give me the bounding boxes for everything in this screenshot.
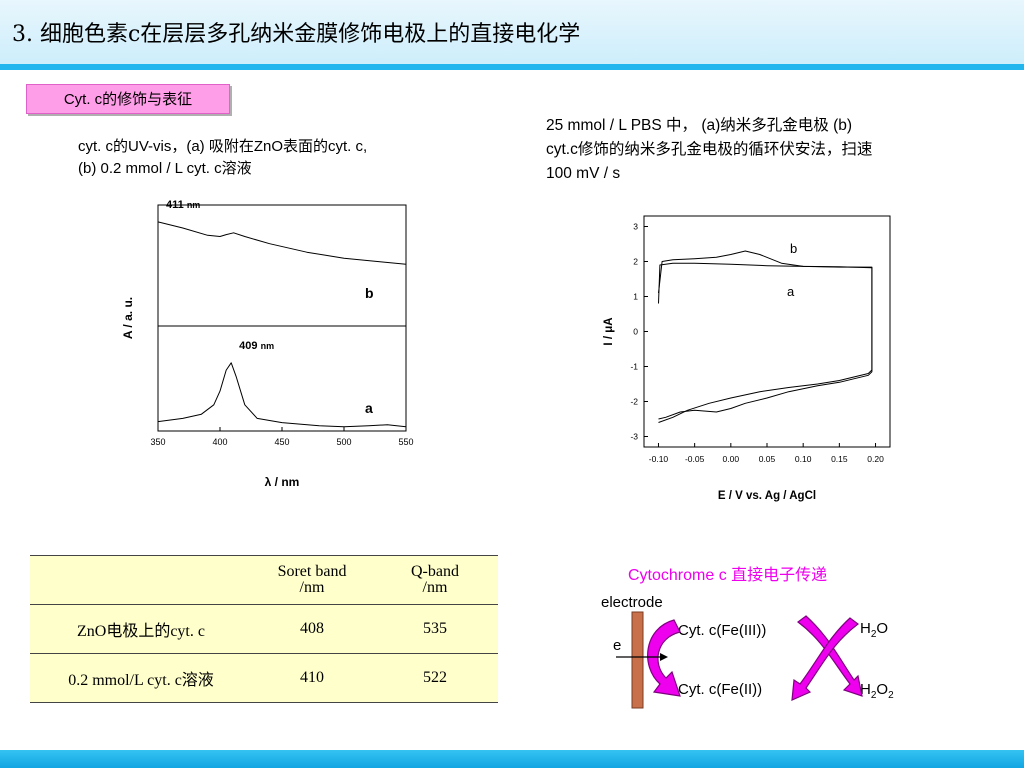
electron-transfer-diagram [616,611,863,709]
uv-series-b [157,221,407,265]
uv-peak-label-b: 411 nm [166,199,200,211]
cv-x-tick-label: -0.10 [649,454,669,464]
cv-y-tick-label: -3 [630,432,638,442]
uv-series-label-b: b [365,285,374,301]
uv-series-label-a: a [365,400,373,416]
uv-plot-frame [157,204,407,432]
uv-caption-line2: (b) 0.2 mmol / L cyt. c溶液 [78,160,252,177]
table-cell-soret: 410 [252,653,372,703]
cv-series-label-a: a [787,284,795,299]
uv-x-tick-label: 400 [212,437,227,447]
h2o2-label: H2O2 [860,681,894,701]
cv-x-tick-label: 0.20 [867,454,884,464]
cv-x-tick-label: 0.00 [723,454,740,464]
title-underline [0,64,1024,70]
title-band [0,0,1024,64]
cross-arrow-icon [791,617,859,701]
cv-x-axis-label: E / V vs. Ag / AgCl [718,490,816,502]
uv-vis-chart: 350 400 450 500 550 411 nm b 409 nm a λ / nm A / a… [121,199,414,489]
table-row: 0.2 mmol/L cyt. c溶液 410 522 [30,653,498,703]
cv-y-tick-label: -1 [630,362,638,372]
cv-y-tick-label: 2 [633,257,638,267]
electrode-label: electrode [601,594,663,611]
curved-arrow-icon [647,619,681,697]
electron-arrowhead-icon [660,653,668,661]
uv-x-tick-label: 350 [150,437,165,447]
table-header-row: Soret band /nm Q-band /nm [30,555,498,605]
cv-x-tick-label: 0.05 [759,454,776,464]
uv-peak-label-a: 409 nm [239,340,274,352]
cv-y-tick-label: 1 [633,292,638,302]
uv-y-axis-label: A / a. u. [121,297,135,339]
uv-series-a [157,362,407,428]
cv-series-a [658,262,873,423]
diagram-title: Cytochrome c 直接电子传递 [628,567,828,584]
uv-x-axis-label: λ / nm [265,475,300,489]
cross-arrow-icon [797,615,863,697]
cv-series-label-b: b [790,241,797,256]
cv-caption: 25 mmol / L PBS 中， (a)纳米多孔金电极 (b) cyt.c修… [546,114,986,186]
uv-caption: cyt. c的UV-vis，(a) 吸附在ZnO表面的cyt. c, (b) 0… [78,136,498,180]
cv-x-tick-label: 0.10 [795,454,812,464]
cv-y-tick-label: 3 [633,222,638,232]
cv-caption-line3: 100 mV / s [546,165,621,182]
electrode-rod [631,611,644,709]
cv-y-tick-label: -2 [630,397,638,407]
cv-caption-line1: 25 mmol / L PBS 中， (a)纳米多孔金电极 (b) [546,117,853,134]
cv-x-tick-label: 0.15 [831,454,848,464]
footer-band [0,750,1024,768]
cv-caption-line2: cyt.c修饰的纳米多孔金电极的循环伏安法，扫速 [546,141,873,158]
uv-x-tick-label: 500 [336,437,351,447]
table-cell-sample: 0.2 mmol/L cyt. c溶液 [30,653,252,703]
table-header-soret: Soret band /nm [252,555,372,605]
uv-caption-line1: cyt. c的UV-vis，(a) 吸附在ZnO表面的cyt. c, [78,138,368,155]
h2o-label: H2O [860,620,889,640]
slide-title: 3. 细胞色素c在层层多孔纳米金膜修饰电极上的直接电化学 [12,22,581,47]
table-header-cell [30,555,252,605]
fe3-label: Cyt. c(Fe(III)) [678,622,767,639]
table-header-qband: Q-band /nm [372,555,498,605]
cv-y-tick-label: 0 [633,327,638,337]
table-cell-soret: 408 [252,604,372,654]
cv-x-tick-label: -0.05 [685,454,705,464]
electron-label: e [613,637,622,654]
table-cell-qband: 522 [372,653,498,703]
uv-x-tick-label: 450 [274,437,289,447]
cv-series-b [658,250,873,420]
table-cell-sample: ZnO电极上的cyt. c [30,604,252,654]
fe2-label: Cyt. c(Fe(II)) [678,681,763,698]
band-table: Soret band /nm Q-band /nm ZnO电极上的cyt. c … [30,555,498,703]
uv-x-tick-label: 550 [398,437,413,447]
table-cell-qband: 535 [372,604,498,654]
cv-chart: -0.10 -0.05 0.00 0.05 0.10 0.15 0.20 3 2 1 0 -1 -2 -3… [603,215,891,502]
cv-y-axis-label: I / μA [603,317,615,345]
section-tag: Cyt. c的修饰与表征 [26,84,230,114]
table-row: ZnO电极上的cyt. c 408 535 [30,604,498,654]
